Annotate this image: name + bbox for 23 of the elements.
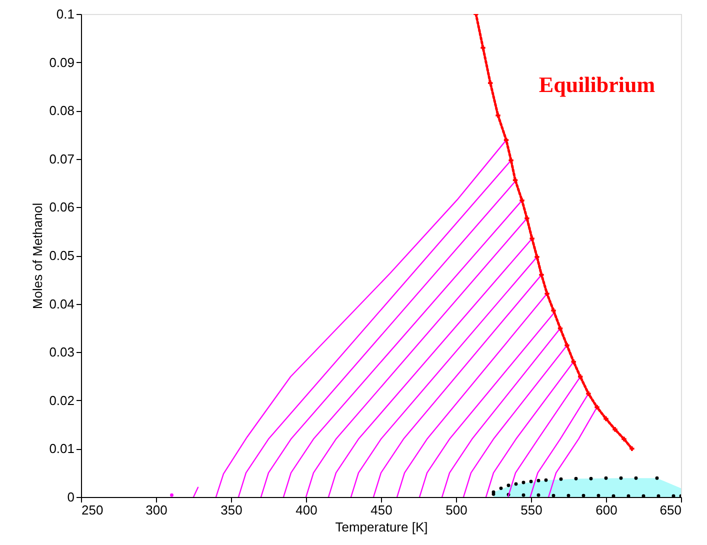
y-tick-label: 0.06 xyxy=(49,200,74,215)
y-tick-label: 0.03 xyxy=(49,344,74,360)
y-axis-title: Moles of Methanol xyxy=(30,202,46,310)
y-tick-label: 0.08 xyxy=(49,103,74,118)
y-tick-label: 0.02 xyxy=(49,392,74,408)
x-axis-title: Temperature [K] xyxy=(335,520,428,534)
y-tick-label: 0.09 xyxy=(49,54,74,70)
y-tick-label: 0.01 xyxy=(49,441,74,456)
x-tick-label: 300 xyxy=(146,502,168,518)
x-tick-label: 450 xyxy=(370,502,392,518)
x-tick-label: 550 xyxy=(520,502,542,518)
y-tick-label: 0 xyxy=(67,490,74,504)
y-tick-label: 0.1 xyxy=(56,6,74,22)
x-tick-label: 350 xyxy=(220,502,242,518)
x-tick-label: 600 xyxy=(596,502,618,518)
series-label: Equilibrium xyxy=(538,72,656,97)
x-tick-label: 400 xyxy=(296,502,318,518)
y-tick-label: 0.07 xyxy=(49,151,74,166)
x-tick-label: 650 xyxy=(660,502,682,518)
y-tick-label: 0.04 xyxy=(49,296,74,312)
x-tick-label: 250 xyxy=(82,502,104,518)
y-tick-label: 0.05 xyxy=(49,248,74,263)
x-tick-label: 500 xyxy=(446,502,468,518)
